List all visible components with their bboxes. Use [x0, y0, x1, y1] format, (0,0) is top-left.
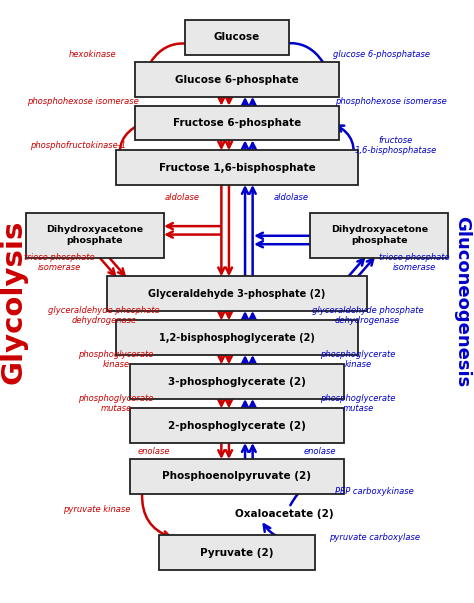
Text: phosphoglycerate
kinase: phosphoglycerate kinase	[78, 350, 154, 369]
Text: glyceraldehyde phosphate
dehydrogenase: glyceraldehyde phosphate dehydrogenase	[48, 306, 160, 325]
FancyBboxPatch shape	[130, 364, 344, 399]
FancyBboxPatch shape	[135, 62, 339, 97]
FancyBboxPatch shape	[159, 535, 315, 570]
Text: glucose 6-phosphatase: glucose 6-phosphatase	[333, 50, 430, 58]
Text: Oxaloacetate (2): Oxaloacetate (2)	[235, 509, 334, 519]
Text: Glucose: Glucose	[214, 33, 260, 42]
Text: Gluconeogenesis: Gluconeogenesis	[453, 216, 471, 387]
FancyBboxPatch shape	[116, 150, 358, 185]
Text: phosphohexose isomerase: phosphohexose isomerase	[27, 97, 139, 106]
Text: pyruvate carboxylase: pyruvate carboxylase	[329, 534, 420, 542]
FancyBboxPatch shape	[107, 276, 367, 311]
Text: Pyruvate (2): Pyruvate (2)	[200, 548, 274, 558]
Text: phosphoglycerate
mutase: phosphoglycerate mutase	[320, 394, 396, 413]
Text: phosphoglycerate
kinase: phosphoglycerate kinase	[320, 350, 396, 369]
Text: Fructose 6-phosphate: Fructose 6-phosphate	[173, 118, 301, 128]
FancyBboxPatch shape	[185, 20, 289, 55]
Text: aldolase: aldolase	[274, 194, 309, 202]
Text: 1,2-bisphosphoglycerate (2): 1,2-bisphosphoglycerate (2)	[159, 333, 315, 343]
Text: phosphofructokinase-1: phosphofructokinase-1	[30, 141, 126, 150]
Text: Dihydroxyacetone
phosphate: Dihydroxyacetone phosphate	[46, 226, 143, 245]
Text: hexokinase: hexokinase	[69, 50, 116, 58]
Text: Glucose 6-phosphate: Glucose 6-phosphate	[175, 75, 299, 84]
Text: glyceraldehyde phosphate
dehydrogenase: glyceraldehyde phosphate dehydrogenase	[311, 306, 423, 325]
Text: Glycolysis: Glycolysis	[0, 219, 27, 384]
Text: Fructose 1,6-bisphosphate: Fructose 1,6-bisphosphate	[159, 163, 315, 172]
Text: 3-phosphoglycerate (2): 3-phosphoglycerate (2)	[168, 377, 306, 387]
Text: pyruvate kinase: pyruvate kinase	[64, 505, 131, 514]
Text: Dihydroxyacetone
phosphate: Dihydroxyacetone phosphate	[331, 226, 428, 245]
Text: phosphohexose isomerase: phosphohexose isomerase	[335, 97, 447, 106]
FancyBboxPatch shape	[130, 459, 344, 494]
FancyBboxPatch shape	[116, 320, 358, 355]
Text: Glyceraldehyde 3-phosphate (2): Glyceraldehyde 3-phosphate (2)	[148, 289, 326, 298]
FancyBboxPatch shape	[310, 213, 448, 258]
Text: 2-phosphoglycerate (2): 2-phosphoglycerate (2)	[168, 421, 306, 431]
Text: Phosphoenolpyruvate (2): Phosphoenolpyruvate (2)	[163, 472, 311, 481]
FancyBboxPatch shape	[130, 408, 344, 443]
Text: enolase: enolase	[304, 447, 336, 455]
Text: triose phosphate
isomerase: triose phosphate isomerase	[24, 253, 94, 272]
Text: PEP carboxykinase: PEP carboxykinase	[335, 487, 414, 496]
FancyBboxPatch shape	[26, 213, 164, 258]
Text: enolase: enolase	[138, 447, 170, 455]
Text: aldolase: aldolase	[165, 194, 200, 202]
Text: phosphoglycerate
mutase: phosphoglycerate mutase	[78, 394, 154, 413]
Text: triose phosphate
isomerase: triose phosphate isomerase	[380, 253, 450, 272]
Text: fructose
1,6-bisphosphatase: fructose 1,6-bisphosphatase	[355, 136, 437, 155]
FancyBboxPatch shape	[135, 106, 339, 140]
